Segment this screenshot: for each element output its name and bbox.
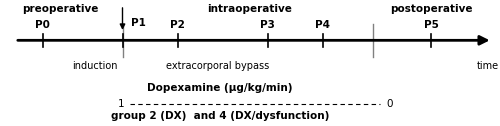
Text: P4: P4 [315, 20, 330, 30]
Text: intraoperative: intraoperative [208, 4, 292, 14]
Text: P1: P1 [132, 18, 146, 28]
Text: Dopexamine (μg/kg/min): Dopexamine (μg/kg/min) [147, 83, 293, 93]
Text: time: time [476, 60, 498, 71]
Text: postoperative: postoperative [390, 4, 472, 14]
Text: preoperative: preoperative [22, 4, 98, 14]
Text: P3: P3 [260, 20, 275, 30]
Text: P0: P0 [35, 20, 50, 30]
Text: extracorporal bypass: extracorporal bypass [166, 60, 269, 71]
Text: P2: P2 [170, 20, 185, 30]
Text: group 2 (DX)  and 4 (DX/dysfunction): group 2 (DX) and 4 (DX/dysfunction) [111, 111, 329, 121]
Text: 1: 1 [118, 99, 125, 109]
Text: P5: P5 [424, 20, 438, 30]
Text: induction: induction [72, 60, 118, 71]
Text: 0: 0 [387, 99, 393, 109]
